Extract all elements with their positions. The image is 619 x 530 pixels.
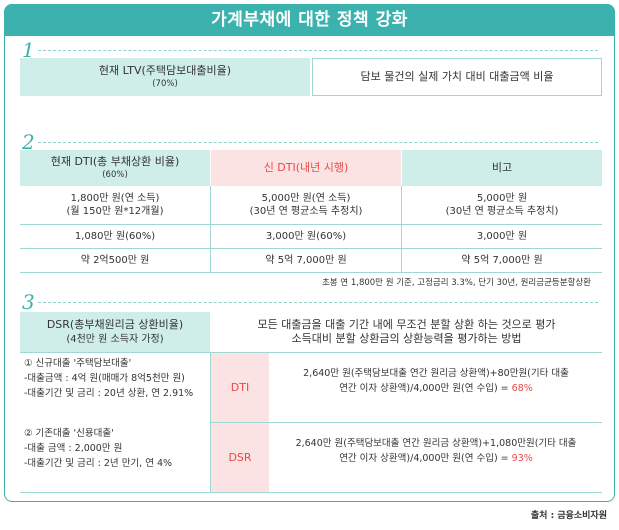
dti-formula: 2,640만 원(주택담보대출 연간 원리금 상환액)+80만원(기타 대출 연…	[272, 366, 600, 396]
table-cell: 5,000만 원 (30년 연 평균소득 추정치)	[402, 186, 602, 224]
case-line: -대출금액 : 4억 원(매매가 8억5천만 원)	[24, 373, 185, 384]
header-line1: DSR(총부채원리금 상환비율)	[46, 318, 184, 332]
table-row-divider	[20, 492, 602, 493]
table-col-divider	[401, 186, 402, 272]
cell-line1: 5,000만 원	[476, 193, 528, 204]
case-line: -대출기간 및 금리 : 2년 만기, 연 4%	[24, 458, 173, 469]
table-cell: 약 5억 7,000만 원	[402, 248, 602, 272]
cell-line2: (30년 연 평균소득 추정치)	[249, 206, 363, 217]
case-new-loan: ① 신규대출 '주택담보대출' -대출금액 : 4억 원(매매가 8억5천만 원…	[24, 356, 193, 401]
section-divider	[38, 302, 598, 303]
remarks-header: 비고	[402, 150, 602, 186]
ltv-value: (70%)	[152, 78, 178, 89]
ltv-label: 현재 LTV(주택담보대출비율)	[98, 64, 232, 78]
formula-text: 연간 이자 상환액)/4,000만 원(연 수입) =	[339, 383, 512, 394]
dsr-definition: 모든 대출금을 대출 기간 내에 무조건 분할 상환 하는 것으로 평가 소득대…	[211, 312, 602, 352]
formula-line1: 2,640만 원(주택담보대출 연간 원리금 상환액)+80만원(기타 대출	[303, 368, 569, 379]
table-cell: 3,000만 원(60%)	[211, 224, 401, 248]
dti-result: 68%	[511, 383, 533, 394]
ltv-current-header: 현재 LTV(주택담보대출비율) (70%)	[20, 58, 310, 96]
header-line1: 신 DTI(내년 시행)	[263, 160, 349, 174]
cell-line1: 5,000만 원(연 소득)	[261, 193, 351, 204]
table-col-divider	[210, 186, 211, 272]
source-credit: 출처 : 금융소비자원	[530, 511, 607, 521]
dsr-formula: 2,640만 원(주택담보대출 연간 원리금 상환액)+1,080만원(기타 대…	[272, 436, 600, 466]
cell-line1: 약 5억 7,000만 원	[461, 254, 543, 266]
header-line1: 현재 DTI(총 부채상환 비율)	[50, 155, 180, 169]
header-line1: 비고	[491, 160, 513, 174]
header-line2: (60%)	[102, 169, 128, 180]
table-cell: 1,080만 원(60%)	[20, 224, 210, 248]
table-cell: 3,000만 원	[402, 224, 602, 248]
case-title: ① 신규대출 '주택담보대출'	[24, 358, 132, 369]
case-existing-loan: ② 기존대출 '신용대출' -대출 금액 : 2,000만 원 -대출기간 및 …	[24, 426, 172, 471]
case-line: -대출기간 및 금리 : 20년 상환, 연 2.91%	[24, 388, 194, 399]
page-title: 가계부채에 대한 정책 강화	[4, 4, 615, 36]
assumption-note: 초봉 연 1,800만 원 기준, 고정금리 3.3%, 단기 30년, 원리금…	[321, 278, 591, 288]
dsr-result: 93%	[511, 453, 533, 464]
section-number-2: 2	[22, 130, 35, 154]
header-line2: (4천만 원 소득자 가정)	[66, 333, 164, 345]
cell-line1: 3,000만 원	[476, 230, 528, 242]
case-title: ② 기존대출 '신용대출'	[24, 428, 114, 439]
section-divider	[38, 142, 598, 143]
table-cell: 약 2억500만 원	[20, 248, 210, 272]
table-col-divider	[210, 352, 211, 492]
formula-line2: 연간 이자 상환액)/4,000만 원(연 수입) = 68%	[272, 381, 600, 396]
dti-new-header: 신 DTI(내년 시행)	[211, 150, 401, 186]
table-row-divider	[20, 224, 602, 225]
ltv-definition-text: 담보 물건의 실제 가치 대비 대출금액 비율	[360, 69, 554, 83]
formula-text: 연간 이자 상환액)/4,000만 원(연 수입) =	[339, 453, 512, 464]
case-line: -대출 금액 : 2,000만 원	[24, 443, 123, 454]
dti-current-header: 현재 DTI(총 부채상환 비율) (60%)	[20, 150, 210, 186]
table-row-divider	[20, 272, 602, 273]
cell-line1: 약 5억 7,000만 원	[265, 254, 347, 266]
definition-line2: 소득대비 분할 상환금의 상환능력을 평가하는 방법	[291, 332, 522, 345]
table-cell: 1,800만 원(연 소득) (월 150만 원*12개월)	[20, 186, 210, 224]
section-number-3: 3	[22, 290, 35, 314]
formula-line2: 연간 이자 상환액)/4,000만 원(연 수입) = 93%	[272, 451, 600, 466]
ltv-definition: 담보 물건의 실제 가치 대비 대출금액 비율	[312, 58, 602, 96]
section-divider	[38, 50, 598, 51]
table-row-divider	[211, 422, 602, 423]
formula-line1: 2,640만 원(주택담보대출 연간 원리금 상환액)+1,080만원(기타 대…	[295, 438, 577, 449]
cell-line2: (30년 연 평균소득 추정치)	[445, 206, 559, 217]
table-row-divider	[20, 352, 602, 353]
table-cell: 약 5억 7,000만 원	[211, 248, 401, 272]
dsr-header: DSR(총부채원리금 상환비율) (4천만 원 소득자 가정)	[20, 312, 210, 352]
cell-line1: 3,000만 원(60%)	[265, 230, 347, 242]
cell-line2: (월 150만 원*12개월)	[66, 206, 164, 217]
section-number-1: 1	[22, 38, 35, 62]
definition-line1: 모든 대출금을 대출 기간 내에 무조건 분할 상환 하는 것으로 평가	[257, 317, 556, 331]
cell-line1: 약 2억500만 원	[80, 254, 150, 266]
table-cell: 5,000만 원(연 소득) (30년 연 평균소득 추정치)	[211, 186, 401, 224]
cell-line1: 1,080만 원(60%)	[74, 230, 156, 242]
cell-line1: 1,800만 원(연 소득)	[70, 193, 160, 204]
dti-label: DTI	[211, 353, 269, 422]
table-row-divider	[20, 248, 602, 249]
dsr-label: DSR	[211, 423, 269, 492]
